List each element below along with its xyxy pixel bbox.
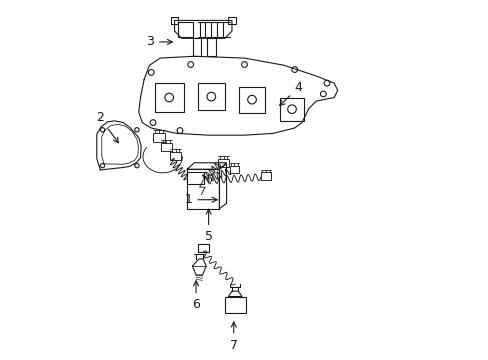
Circle shape [287,105,296,113]
Bar [218,159,228,167]
Text: 1: 1 [184,193,217,206]
Circle shape [247,95,256,104]
Bar [206,39,215,56]
Circle shape [206,92,215,101]
Bar [239,87,264,113]
Text: 3: 3 [146,35,172,49]
Bar [280,98,303,121]
Bar [229,166,239,173]
Bar [192,39,201,56]
Bar [187,172,204,184]
Bar [170,152,181,159]
Bar [161,143,171,151]
Circle shape [324,80,329,86]
Bar [198,244,208,252]
Circle shape [320,91,325,97]
Bar [155,83,183,112]
Bar [178,22,192,37]
Text: 2: 2 [96,111,118,143]
Circle shape [177,128,183,134]
Bar [153,133,165,142]
Bar [224,297,245,313]
Circle shape [148,69,154,75]
Bar [198,83,224,110]
Circle shape [187,62,193,67]
Circle shape [150,120,156,126]
Circle shape [135,163,139,168]
Circle shape [100,163,104,168]
Text: 6: 6 [192,281,200,311]
Circle shape [100,128,104,132]
Circle shape [291,67,297,72]
Bar [260,172,271,180]
Bar [187,169,219,209]
Text: 5: 5 [204,209,212,243]
Circle shape [164,93,173,102]
Circle shape [241,62,247,67]
Text: 7: 7 [229,322,237,351]
Text: 4: 4 [279,81,302,105]
Circle shape [135,128,139,132]
